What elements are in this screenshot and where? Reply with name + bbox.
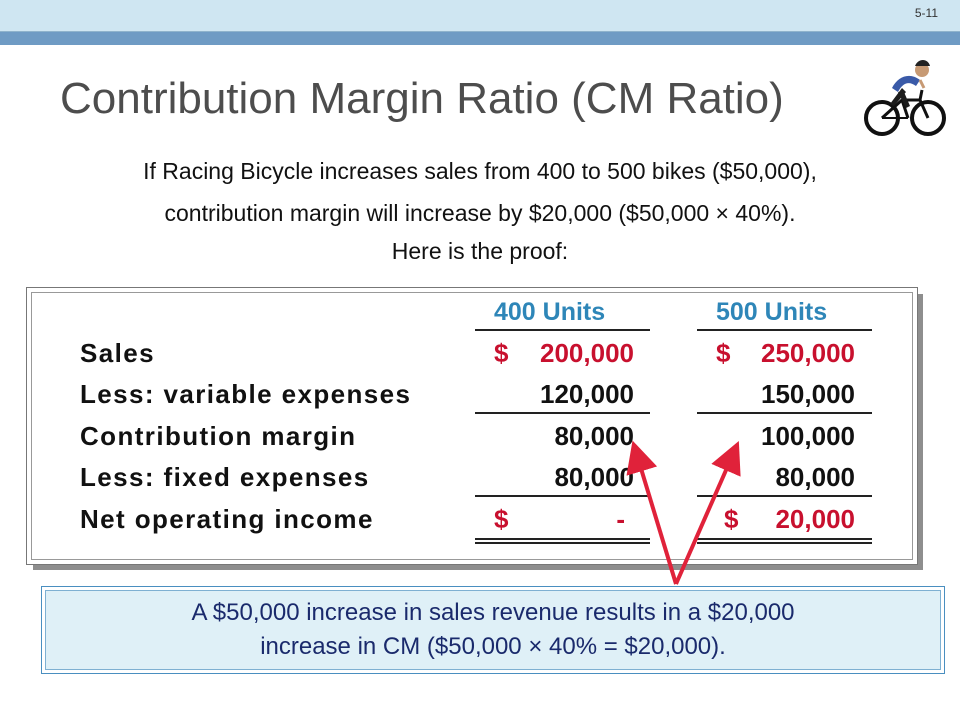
currency-sales-500: $ [716, 338, 731, 368]
slide-number: 5-11 [914, 6, 938, 20]
double-rule-bottom-500 [697, 542, 872, 544]
callout-text: A $50,000 increase in sales revenue resu… [41, 596, 945, 664]
row-label-net-operating-income: Net operating income [80, 504, 374, 534]
income-table-panel [26, 287, 918, 565]
callout-box [41, 586, 945, 674]
value-variable-expenses-400: 120,000 [540, 379, 634, 409]
callout-line-1: A $50,000 increase in sales revenue resu… [191, 599, 795, 626]
currency-sales-400: $ [494, 338, 509, 368]
row-label-variable-expenses: Less: variable expenses [80, 379, 412, 409]
cyclist-icon [864, 60, 946, 136]
header-underline-500 [697, 329, 872, 331]
double-rule-bottom-400 [475, 542, 650, 544]
value-noi-400: - [616, 504, 625, 534]
row-label-sales: Sales [80, 338, 155, 368]
row-label-fixed-expenses: Less: fixed expenses [80, 462, 370, 492]
value-contribution-margin-400: 80,000 [554, 421, 634, 451]
value-noi-500: 20,000 [775, 504, 855, 534]
callout-line-2: increase in CM ($50,000 × 40% = $20,000)… [260, 633, 726, 660]
intro-line-3: Here is the proof: [391, 238, 569, 264]
row-label-contribution-margin: Contribution margin [80, 421, 357, 451]
value-contribution-margin-500: 100,000 [761, 421, 855, 451]
double-rule-top-500 [697, 538, 872, 540]
intro-line-1: If Racing Bicycle increases sales from 4… [143, 158, 817, 184]
total-rule-400 [475, 495, 650, 497]
slide-title: Contribution Margin Ratio (CM Ratio) [60, 74, 784, 123]
top-banner [0, 0, 960, 32]
subtotal-rule-500 [697, 412, 872, 414]
column-header-400-units: 400 Units [494, 298, 606, 326]
income-table-inner-border [31, 292, 913, 560]
header-underline-400 [475, 329, 650, 331]
value-sales-400: 200,000 [540, 338, 634, 368]
double-rule-top-400 [475, 538, 650, 540]
top-accent-bar [0, 32, 960, 45]
total-rule-500 [697, 495, 872, 497]
column-header-500-units: 500 Units [716, 298, 828, 326]
currency-noi-500: $ [724, 504, 739, 534]
subtotal-rule-400 [475, 412, 650, 414]
value-variable-expenses-500: 150,000 [761, 379, 855, 409]
value-sales-500: 250,000 [761, 338, 855, 368]
currency-noi-400: $ [494, 504, 509, 534]
value-fixed-expenses-500: 80,000 [775, 462, 855, 492]
intro-line-2: contribution margin will increase by $20… [164, 200, 796, 226]
value-fixed-expenses-400: 80,000 [554, 462, 634, 492]
